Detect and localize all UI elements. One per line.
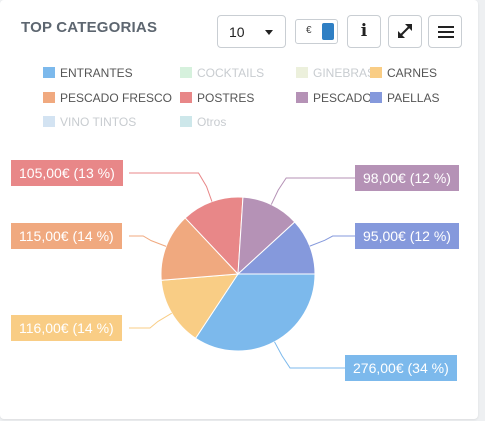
legend-swatch [180,116,192,127]
expand-button[interactable] [388,15,422,48]
currency-toggle[interactable]: € [295,19,338,44]
legend-swatch [43,116,55,127]
legend-label: PAELLAS [387,91,440,105]
page-size-value: 10 [229,24,245,40]
info-button[interactable]: i [347,15,381,48]
legend-swatch [296,67,308,78]
callout-connector [129,172,213,202]
expand-icon [398,24,412,38]
legend-swatch [296,92,308,103]
legend-swatch [180,92,192,103]
data-label: 115,00€ (14 %) [11,223,122,249]
callout-connector [309,235,355,247]
legend-label: POSTRES [197,91,255,105]
data-label: 116,00€ (14 %) [11,315,122,341]
toggle-knob [322,23,334,40]
legend-label: PESCADO FRESCO [60,91,173,105]
menu-button[interactable] [428,15,462,48]
callout-connector [129,235,167,247]
data-label: 98,00€ (12 %) [355,165,459,191]
legend-label: Otros [197,115,227,129]
legend-label: PESCADO [313,91,372,105]
info-icon: i [360,21,368,41]
widget-title: TOP CATEGORIAS [21,19,158,36]
legend-swatch [180,67,192,78]
data-label: 105,00€ (13 %) [11,160,123,186]
pie-slice[interactable] [237,196,296,276]
callout-connector [274,341,345,369]
legend-label: VINO TINTOS [60,115,137,129]
legend-swatch [43,67,55,78]
pie-slice[interactable] [184,196,244,276]
legend-label: CARNES [387,66,438,80]
currency-symbol: € [306,25,312,36]
pie-slice[interactable] [236,221,316,275]
legend-swatch [370,67,382,78]
page-size-select[interactable]: 10 [217,15,286,48]
legend-label: COCKTAILS [197,66,265,80]
legend-label: ENTRANTES [60,66,133,80]
callout-connector [270,177,355,205]
legend-swatch [370,92,382,103]
legend-label: GINEBRAS [313,66,376,80]
callout-connector [129,312,173,329]
chevron-down-icon [265,30,273,35]
legend-swatch [43,92,55,103]
data-label: 95,00€ (12 %) [355,223,459,249]
data-label: 276,00€ (34 %) [345,355,457,381]
